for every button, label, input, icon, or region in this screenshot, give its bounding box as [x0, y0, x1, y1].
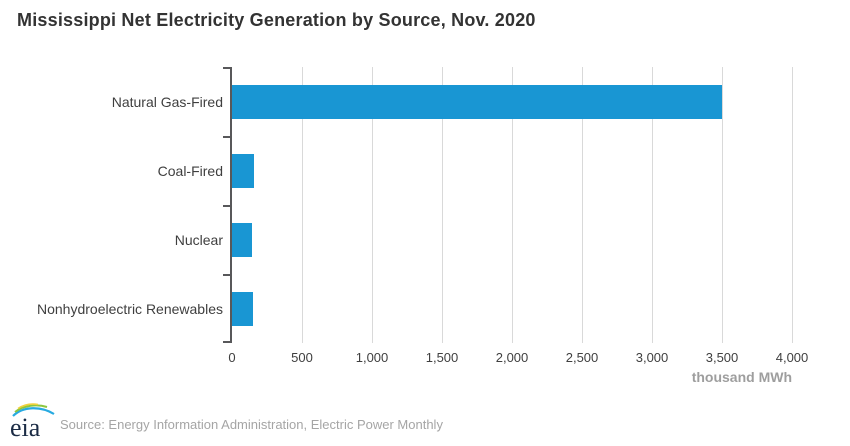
category-label-coal-fired: Coal-Fired	[157, 162, 223, 179]
gridline-500	[302, 67, 303, 343]
x-tick-label-1,000: 1,000	[355, 350, 389, 365]
gridline-1000	[372, 67, 373, 343]
gridline-2500	[582, 67, 583, 343]
y-axis-tick	[223, 341, 231, 343]
category-label-natural-gas-fired: Natural Gas-Fired	[111, 93, 223, 110]
y-axis-line	[230, 67, 232, 343]
x-tick-label-3,500: 3,500	[705, 350, 739, 365]
gridline-3000	[652, 67, 653, 343]
x-tick-label-4,000: 4,000	[775, 350, 809, 365]
x-tick-label-2,500: 2,500	[565, 350, 599, 365]
x-tick-label-2,000: 2,000	[495, 350, 529, 365]
gridline-2000	[512, 67, 513, 343]
logo-yellow-swoosh	[17, 403, 39, 410]
y-axis-tick	[223, 274, 231, 276]
logo-blue-swoosh	[12, 407, 55, 417]
category-label-nonhydroelectric-renewables: Nonhydroelectric Renewables	[37, 300, 223, 317]
gridline-1500	[442, 67, 443, 343]
bar-nuclear[interactable]	[232, 222, 252, 257]
eia-logo-graphic: eia	[10, 403, 55, 442]
logo-text: eia	[10, 413, 41, 441]
gridline-3500	[722, 67, 723, 343]
plot-area	[223, 67, 793, 343]
gridline-4000	[792, 67, 793, 343]
y-axis-tick	[223, 205, 231, 207]
y-axis-tick	[223, 136, 231, 138]
source-text: Source: Energy Information Administratio…	[60, 417, 443, 432]
bar-nonhydroelectric-renewables[interactable]	[232, 291, 253, 326]
x-axis-title: thousand MWh	[691, 369, 792, 385]
chart-title: Mississippi Net Electricity Generation b…	[17, 10, 536, 30]
logo-green-swoosh	[14, 404, 48, 413]
category-label-nuclear: Nuclear	[174, 231, 223, 248]
x-tick-label-500: 500	[291, 350, 313, 365]
x-tick-label-1,500: 1,500	[425, 350, 459, 365]
x-tick-label-3,000: 3,000	[635, 350, 669, 365]
bar-coal-fired[interactable]	[232, 153, 255, 188]
x-tick-label-0: 0	[228, 350, 236, 365]
eia-logo: eia	[7, 403, 59, 446]
bar-natural-gas-fired[interactable]	[232, 84, 722, 119]
y-axis-tick	[223, 67, 231, 69]
